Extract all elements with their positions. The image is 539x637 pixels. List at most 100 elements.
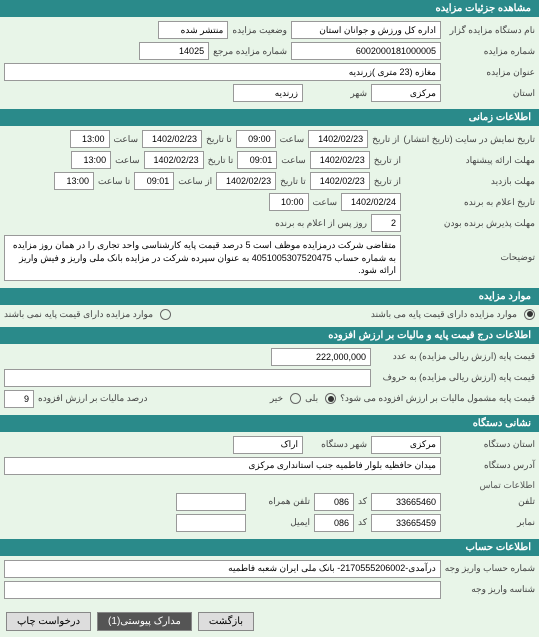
label-org-province: استان دستگاه <box>445 439 535 450</box>
field-email <box>176 514 246 532</box>
field-to-date-1: 1402/02/23 <box>142 130 202 148</box>
preview-button[interactable]: مدارک پیوستی(1) <box>97 612 192 631</box>
label-desc: توضیحات <box>405 252 535 263</box>
label-vat-yes: بلی <box>305 393 318 404</box>
field-org-city: اراک <box>233 436 303 454</box>
label-province: استان <box>445 88 535 99</box>
field-vat-pct: 9 <box>4 390 34 408</box>
field-phone: 33665460 <box>371 493 441 511</box>
label-fax: نمابر <box>445 517 535 528</box>
label-to-date-1: تا تاریخ <box>206 134 232 145</box>
section-body-details: نام دستگاه مزایده گزار اداره کل ورزش و ج… <box>0 17 539 109</box>
label-time-2a: ساعت <box>281 155 306 166</box>
label-radio-no: موارد مزایده دارای قیمت پایه نمی باشند <box>4 309 153 320</box>
field-org-addr: میدان حافظیه بلوار فاطمیه جنب استانداری … <box>4 457 441 475</box>
field-auction-no: 6002000181000005 <box>291 42 441 60</box>
label-from-date-1: از تاریخ <box>372 134 399 145</box>
field-from-date-1: 1402/02/23 <box>308 130 368 148</box>
section-body-time: تاریخ نمایش در سایت (تاریخ انتشار) از تا… <box>0 126 539 288</box>
field-to-date-3: 1402/02/23 <box>216 172 276 190</box>
label-acc-id: شناسه واریز وجه <box>445 584 535 595</box>
field-org-name: اداره کل ورزش و جوانان استان <box>291 21 441 39</box>
label-time-1a: ساعت <box>280 134 305 145</box>
section-header-addr: نشانی دستگاه <box>0 415 539 432</box>
label-org-name: نام دستگاه مزایده گزار <box>445 25 535 36</box>
label-code-2: کد <box>358 517 367 528</box>
label-visit: مهلت بازدید <box>405 176 535 187</box>
label-time-1b: ساعت <box>114 134 139 145</box>
section-body-items: موارد مزایده دارای قیمت پایه می باشند مو… <box>0 305 539 327</box>
field-time-2a: 09:01 <box>237 151 277 169</box>
label-phone: تلفن <box>445 496 535 507</box>
field-status: منتشر شده <box>158 21 228 39</box>
label-publish: تاریخ نمایش در سایت (تاریخ انتشار) <box>403 134 535 145</box>
field-time-1a: 09:00 <box>236 130 276 148</box>
field-org-province: مرکزی <box>371 436 441 454</box>
field-mobile <box>176 493 246 511</box>
field-winner-days: 2 <box>371 214 401 232</box>
section-header-time: اطلاعات زمانی <box>0 109 539 126</box>
label-vat-q: قیمت پایه مشمول مالیات بر ارزش افزوده می… <box>340 393 535 404</box>
label-time-2b: ساعت <box>115 155 140 166</box>
label-notice: تاریخ اعلام به برنده <box>405 197 535 208</box>
label-winner-accept: مهلت پذیرش برنده بودن <box>405 218 535 229</box>
label-price-txt: قیمت پایه (ارزش ریالی مزایده) به حروف <box>375 372 535 383</box>
label-city: شهر <box>307 88 367 99</box>
label-acc: شماره حساب واریز وجه <box>445 563 535 574</box>
label-deadline: مهلت ارائه پیشنهاد <box>405 155 535 166</box>
field-notice-date: 1402/02/24 <box>341 193 401 211</box>
field-code-1: 086 <box>314 493 354 511</box>
label-vat-no: خیر <box>270 393 283 404</box>
label-radio-has: موارد مزایده دارای قیمت پایه می باشند <box>371 309 517 320</box>
label-ref-no: شماره مزایده مرجع <box>213 46 287 57</box>
label-to-date-2: تا تاریخ <box>208 155 234 166</box>
label-to-time-3: تا ساعت <box>98 176 130 187</box>
field-fax: 33665459 <box>371 514 441 532</box>
section-body-account: شماره حساب واریز وجه درآمدی-217055520600… <box>0 556 539 606</box>
section-header-details: مشاهده جزئیات مزایده <box>0 0 539 17</box>
field-desc: متقاضی شرکت درمزایده موظف است 5 درصد قیم… <box>4 235 401 281</box>
label-auction-no: شماره مزایده <box>445 46 535 57</box>
print-button[interactable]: درخواست چاپ <box>6 612 91 631</box>
label-code-1: کد <box>358 496 367 507</box>
field-ref-no: 14025 <box>139 42 209 60</box>
field-acc-id <box>4 581 441 599</box>
field-from-date-3: 1402/02/23 <box>310 172 370 190</box>
label-org-city: شهر دستگاه <box>307 439 367 450</box>
field-subject: مغازه (23 متری )زرندیه <box>4 63 441 81</box>
label-from-date-3: از تاریخ <box>374 176 401 187</box>
section-body-price: قیمت پایه (ارزش ریالی مزایده) به عدد 222… <box>0 344 539 415</box>
section-body-addr: استان دستگاه مرکزی شهر دستگاه اراک آدرس … <box>0 432 539 539</box>
sub-header-contact: اطلاعات تماس <box>4 478 535 493</box>
field-price-num: 222,000,000 <box>271 348 371 366</box>
label-org-addr: آدرس دستگاه <box>445 460 535 471</box>
radio-no-base-price[interactable] <box>160 309 171 320</box>
label-price-num: قیمت پایه (ارزش ریالی مزایده) به عدد <box>375 351 535 362</box>
field-notice-time: 10:00 <box>269 193 309 211</box>
label-winner-days: روز پس از اعلام به برنده <box>275 218 367 229</box>
label-subject: عنوان مزایده <box>445 67 535 78</box>
label-from-time-3: از ساعت <box>178 176 212 187</box>
label-status: وضعیت مزایده <box>232 25 287 36</box>
field-province: مرکزی <box>371 84 441 102</box>
label-from-date-2: از تاریخ <box>374 155 401 166</box>
field-code-2: 086 <box>314 514 354 532</box>
field-to-date-2: 1402/02/23 <box>144 151 204 169</box>
field-from-time-3: 09:01 <box>134 172 174 190</box>
back-button[interactable]: بازگشت <box>198 612 254 631</box>
field-time-1b: 13:00 <box>70 130 110 148</box>
label-notice-time: ساعت <box>313 197 338 208</box>
label-vat-pct: درصد مالیات بر ارزش افزوده <box>38 393 147 404</box>
section-header-items: موارد مزایده <box>0 288 539 305</box>
radio-has-base-price[interactable] <box>524 309 535 320</box>
field-price-txt <box>4 369 371 387</box>
radio-vat-no[interactable] <box>290 393 301 404</box>
footer: بازگشت مدارک پیوستی(1) درخواست چاپ <box>0 606 539 637</box>
section-header-account: اطلاعات حساب <box>0 539 539 556</box>
section-header-price: اطلاعات درج قیمت پایه و مالیات بر ارزش ا… <box>0 327 539 344</box>
field-from-date-2: 1402/02/23 <box>310 151 370 169</box>
label-email: ایمیل <box>250 517 310 528</box>
field-acc: درآمدی-2170555206002- بانک ملی ایران شعب… <box>4 560 441 578</box>
radio-vat-yes[interactable] <box>325 393 336 404</box>
field-to-time-3: 13:00 <box>54 172 94 190</box>
